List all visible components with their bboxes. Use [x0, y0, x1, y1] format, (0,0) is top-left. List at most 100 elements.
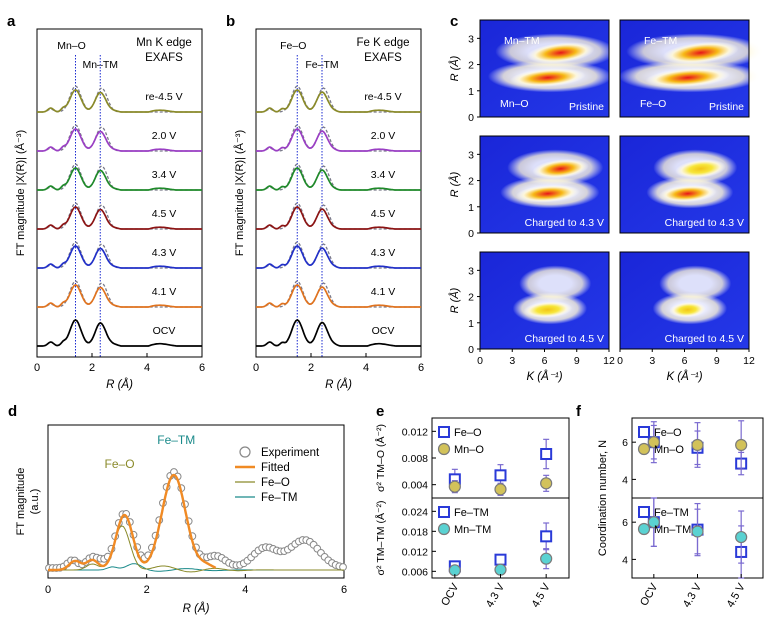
- reference-dashed-curve: [256, 163, 421, 191]
- y-tick-label: 0.012: [402, 426, 428, 438]
- y-axis-label: (a.u.): [29, 489, 41, 515]
- x-tick-label: 6: [199, 362, 205, 374]
- series-label: re-4.5 V: [364, 91, 401, 103]
- legend-label: Fe–O: [654, 427, 682, 439]
- x-tick-label: 4: [363, 362, 369, 374]
- y-tick-label: 0: [468, 344, 474, 356]
- plot-frame: [36, 28, 203, 358]
- panel-d: d Fe–O Fe–TM Experiment Fitted Fe–O Fe–TM 0 2 4 6 R…: [8, 403, 347, 615]
- series-line-4.1-V: [256, 283, 421, 308]
- legend-marker: [637, 442, 651, 456]
- y-axis-label: FT magnitude |X(R)| (Å⁻³): [233, 130, 246, 256]
- y-tick-label: 0: [468, 228, 474, 240]
- heatmap-caption: Pristine: [709, 101, 744, 113]
- y-tick-label: 0.006: [402, 566, 428, 578]
- panel-label: b: [226, 13, 235, 30]
- heatmap-caption: Charged to 4.5 V: [525, 333, 604, 345]
- legend-label: Fe–TM: [454, 507, 489, 519]
- series-line-2.0-V: [256, 127, 421, 152]
- series-label: 2.0 V: [371, 130, 396, 142]
- y-tick-label: 3: [468, 265, 474, 277]
- marker-circle: [735, 530, 748, 544]
- hot-spot: [526, 42, 595, 64]
- marker-circle: [647, 436, 660, 449]
- x-axis-label: R (Å): [183, 602, 210, 615]
- heatmap-caption: Charged to 4.5 V: [665, 333, 744, 345]
- hot-spot: [669, 301, 707, 318]
- series-line-3.4-V: [37, 166, 202, 191]
- bond-label: Mn–O: [500, 98, 529, 110]
- y-tick-label: 1: [468, 202, 474, 214]
- series-label: OCV: [372, 325, 395, 337]
- legend-marker: [638, 426, 650, 438]
- legend-label: Mn–O: [654, 444, 684, 456]
- x-tick-label: 0: [45, 584, 51, 596]
- legend-label: Mn–TM: [454, 524, 491, 536]
- y-tick-label: 2: [468, 60, 474, 72]
- y-tick-label: 2: [468, 292, 474, 304]
- y-axis-label: σ² TM–TM (Å⁻²): [374, 500, 387, 575]
- x-tick-label: 9: [574, 355, 580, 367]
- x-tick-label: 12: [743, 355, 755, 367]
- series-label: 2.0 V: [152, 130, 177, 142]
- series-label: 3.4 V: [152, 169, 177, 181]
- y-tick-label: 0.018: [402, 526, 428, 538]
- bond-label: Mn–TM: [504, 35, 540, 47]
- panel-label: d: [8, 403, 17, 420]
- x-tick-label: 6: [542, 355, 548, 367]
- fitted-line: [48, 473, 217, 572]
- halo: [659, 265, 732, 302]
- legend-marker: [438, 426, 450, 438]
- annotation-fe-o: Fe–O: [105, 457, 135, 471]
- series-label: 4.1 V: [152, 286, 177, 298]
- heatmap-tile: Charged to 4.3 V: [619, 135, 750, 234]
- x-tick-label: 4.5 V: [530, 581, 554, 610]
- marker-circle: [691, 525, 704, 538]
- y-axis-label: σ² TM–O (Å⁻²): [374, 424, 387, 492]
- x-tick-label: 3: [509, 355, 515, 367]
- panel-label: a: [7, 13, 16, 30]
- x-tick-label: OCV: [638, 581, 661, 608]
- marker-circle: [448, 480, 461, 493]
- series-label: 3.4 V: [371, 169, 396, 181]
- series-label: re-4.5 V: [145, 91, 182, 103]
- series-line-4.3-V: [37, 244, 202, 269]
- x-axis-label: R (Å): [106, 378, 133, 391]
- series-line-4.3-V: [256, 244, 421, 269]
- marker-square: [540, 448, 553, 460]
- y-tick-label: 3: [468, 33, 474, 45]
- y-axis-label: FT magnitude: [15, 468, 27, 536]
- series-label: 4.5 V: [371, 208, 396, 220]
- series-label: OCV: [153, 325, 176, 337]
- x-axis-label: K (Å⁻¹): [666, 370, 702, 383]
- bond-label: Fe–TM: [644, 35, 677, 47]
- panel-title: Fe K edge: [356, 37, 409, 49]
- marker-circle: [540, 552, 553, 565]
- peak-label: Mn–O: [57, 40, 86, 52]
- plot-frame: [255, 28, 422, 358]
- x-tick-label: 4: [144, 362, 150, 374]
- heatmap-tile: Pristine Fe–TM Fe–O: [618, 19, 765, 118]
- panel-title: EXAFS: [364, 52, 402, 64]
- x-tick-label: 4.3 V: [681, 581, 705, 610]
- peak-label: Fe–O: [280, 40, 306, 52]
- fe-o-line: [48, 525, 344, 573]
- series-label: 4.5 V: [152, 208, 177, 220]
- legend-marker: [637, 522, 651, 536]
- y-tick-label: 2: [468, 176, 474, 188]
- series-line-OCV: [256, 319, 421, 347]
- hot-spot: [532, 158, 589, 179]
- x-tick-label: 9: [714, 355, 720, 367]
- x-tick-label: 2: [308, 362, 314, 374]
- hot-spot: [645, 67, 731, 88]
- x-tick-label: 2: [89, 362, 95, 374]
- hot-spot: [675, 159, 727, 179]
- x-tick-label: 4: [242, 584, 248, 596]
- x-axis-label: K (Å⁻¹): [526, 370, 562, 383]
- y-tick-label: 1: [468, 318, 474, 330]
- legend-marker: [239, 446, 251, 458]
